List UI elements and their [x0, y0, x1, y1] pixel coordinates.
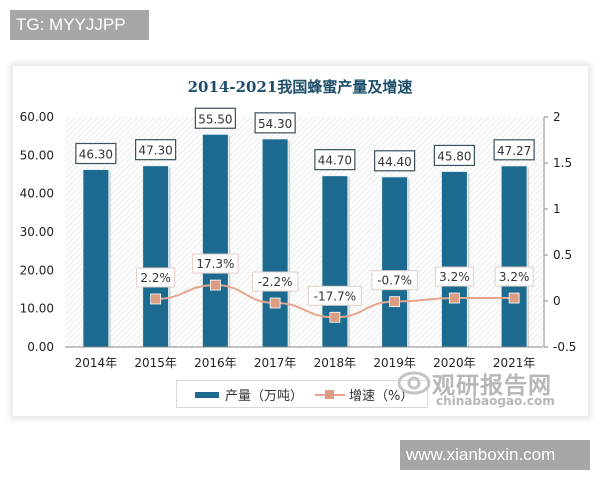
- x-axis-tick: 2015年: [134, 356, 177, 370]
- growth-marker: [209, 279, 221, 291]
- left-axis-tick: 10.00: [20, 302, 54, 316]
- right-axis-tick: 0: [553, 294, 561, 308]
- legend-line-swatch: [315, 389, 345, 399]
- bar-value-label: 44.70: [318, 154, 352, 168]
- right-axis-tick: 1: [553, 202, 561, 216]
- left-axis-tick: 50.00: [20, 148, 54, 162]
- growth-value-label: -2.2%: [258, 275, 293, 289]
- watermark-bottom: www.xianboxin.com: [400, 440, 590, 470]
- growth-value-label: 3.2%: [499, 270, 530, 284]
- chart-legend: 产量（万吨） 增速（%）: [176, 380, 428, 408]
- growth-value-label: -17.7%: [314, 289, 356, 303]
- bar-value-box: [135, 139, 177, 161]
- bar-2020年: [440, 170, 468, 348]
- growth-value-box: [192, 253, 239, 274]
- growth-value-label: 2.2%: [140, 271, 171, 285]
- bar-value-box: [374, 150, 416, 172]
- x-axis-tick: 2017年: [254, 356, 297, 370]
- legend-label-production: 产量（万吨）: [225, 389, 304, 404]
- bar-value-box: [314, 149, 356, 171]
- left-axis-tick: 40.00: [20, 187, 54, 201]
- growth-value-box: [371, 270, 418, 291]
- bar-value-label: 45.80: [437, 149, 471, 163]
- bar-value-box: [194, 107, 236, 129]
- right-axis-tick: 1.5: [553, 156, 572, 170]
- bar-2021年: [500, 165, 528, 348]
- right-axis-tick: 0.5: [553, 248, 572, 262]
- bar-value-box: [493, 139, 535, 161]
- x-axis-tick: 2016年: [194, 356, 237, 370]
- bar-value-box: [254, 112, 296, 134]
- growth-value-box: [494, 266, 534, 287]
- x-axis-tick: 2019年: [373, 356, 416, 370]
- legend-item-production: 产量（万吨）: [195, 385, 303, 404]
- logo-name-en: chinabaogao.com: [436, 394, 555, 408]
- bar-2015年: [142, 165, 170, 348]
- bar-value-label: 55.50: [198, 112, 232, 126]
- bar-2017年: [261, 138, 289, 348]
- bar-2014年: [82, 169, 110, 348]
- bar-value-label: 44.40: [377, 155, 411, 169]
- bar-value-label: 46.30: [79, 148, 113, 162]
- bar-value-box: [433, 144, 475, 167]
- growth-value-label: 17.3%: [196, 257, 234, 271]
- bar-value-label: 47.27: [497, 144, 531, 158]
- growth-value-label: -0.7%: [377, 274, 412, 288]
- x-axis-tick: 2020年: [433, 356, 476, 370]
- legend-label-growth: 增速（%）: [349, 389, 414, 404]
- legend-bar-swatch: [195, 391, 219, 398]
- growth-marker: [389, 296, 401, 308]
- bar-2016年: [201, 133, 229, 348]
- x-axis-tick: 2014年: [75, 356, 118, 370]
- growth-marker: [329, 311, 341, 323]
- logo-eye-icon: [398, 371, 431, 395]
- growth-value-box: [136, 267, 176, 288]
- bar-value-box: [75, 142, 117, 165]
- growth-value-box: [307, 285, 362, 306]
- growth-marker: [269, 297, 281, 309]
- right-axis-tick: -0.5: [553, 340, 576, 354]
- x-axis-tick: 2018年: [314, 356, 357, 370]
- growth-marker: [508, 292, 520, 304]
- bar-value-label: 47.30: [138, 144, 172, 158]
- legend-item-growth: 增速（%）: [315, 385, 413, 404]
- left-axis-tick: 0.00: [27, 340, 54, 354]
- watermark-top: TG: MYYJJPP: [10, 10, 149, 40]
- bar-value-label: 54.30: [258, 117, 292, 131]
- growth-value-label: 3.2%: [439, 270, 470, 284]
- logo-name-cn: 观研报告网: [432, 373, 552, 399]
- left-axis-tick: 30.00: [20, 225, 54, 239]
- right-axis-tick: 2: [553, 110, 561, 124]
- left-axis-tick: 60.00: [20, 110, 54, 124]
- chart-title: 2014-2021我国蜂蜜产量及增速: [187, 78, 413, 96]
- growth-value-box: [251, 271, 299, 292]
- left-axis-tick: 20.00: [20, 263, 54, 277]
- growth-marker: [150, 293, 162, 305]
- growth-value-box: [434, 266, 474, 287]
- bar-2019年: [381, 176, 409, 348]
- x-axis-tick: 2021年: [493, 356, 536, 370]
- growth-marker: [448, 292, 460, 304]
